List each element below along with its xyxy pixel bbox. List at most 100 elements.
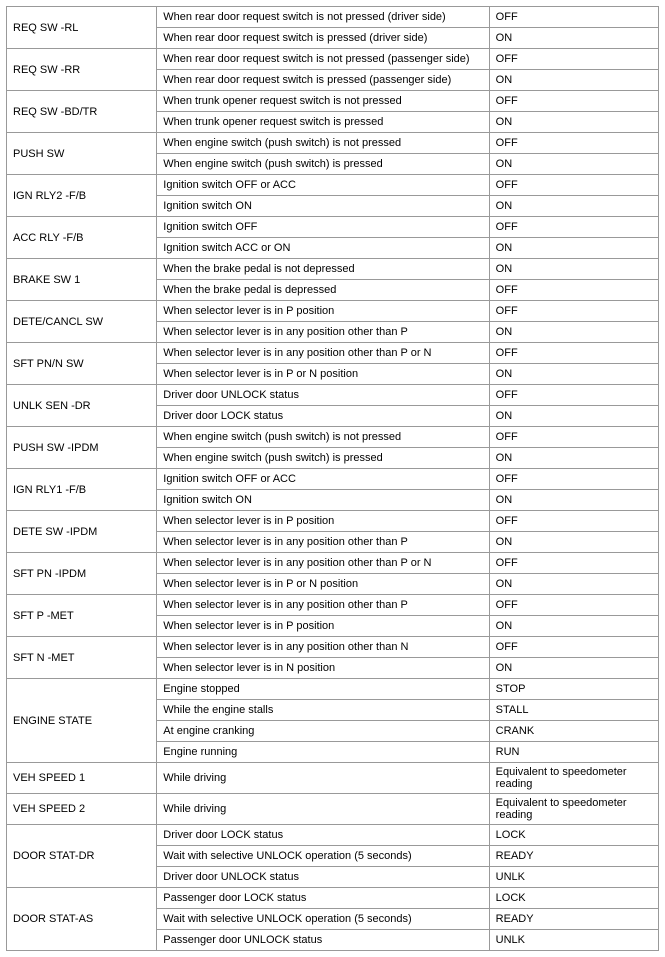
signal-name: DETE/CANCL SW: [7, 301, 157, 343]
condition-cell: While the engine stalls: [157, 700, 489, 721]
condition-cell: Wait with selective UNLOCK operation (5 …: [157, 846, 489, 867]
table-row: PUSH SWWhen engine switch (push switch) …: [7, 133, 659, 154]
table-row: DOOR STAT-DRDriver door LOCK statusLOCK: [7, 825, 659, 846]
value-cell: OFF: [489, 280, 658, 301]
condition-cell: Ignition switch ON: [157, 490, 489, 511]
value-cell: ON: [489, 154, 658, 175]
value-cell: ON: [489, 658, 658, 679]
value-cell: UNLK: [489, 867, 658, 888]
signal-name: PUSH SW: [7, 133, 157, 175]
table-row: REQ SW -RRWhen rear door request switch …: [7, 49, 659, 70]
condition-cell: When engine switch (push switch) is pres…: [157, 448, 489, 469]
table-row: PUSH SW -IPDMWhen engine switch (push sw…: [7, 427, 659, 448]
condition-cell: Passenger door UNLOCK status: [157, 930, 489, 951]
table-row: SFT PN/N SWWhen selector lever is in any…: [7, 343, 659, 364]
condition-cell: Ignition switch ON: [157, 196, 489, 217]
signal-name: DOOR STAT-DR: [7, 825, 157, 888]
signal-name: UNLK SEN -DR: [7, 385, 157, 427]
condition-cell: While driving: [157, 763, 489, 794]
value-cell: STOP: [489, 679, 658, 700]
value-cell: ON: [489, 616, 658, 637]
signal-name: REQ SW -RR: [7, 49, 157, 91]
value-cell: LOCK: [489, 888, 658, 909]
value-cell: ON: [489, 238, 658, 259]
table-row: SFT PN -IPDMWhen selector lever is in an…: [7, 553, 659, 574]
condition-cell: When selector lever is in any position o…: [157, 343, 489, 364]
condition-cell: Driver door UNLOCK status: [157, 867, 489, 888]
condition-cell: When selector lever is in P position: [157, 301, 489, 322]
value-cell: STALL: [489, 700, 658, 721]
table-row: DETE/CANCL SWWhen selector lever is in P…: [7, 301, 659, 322]
value-cell: ON: [489, 532, 658, 553]
table-row: VEH SPEED 2While drivingEquivalent to sp…: [7, 794, 659, 825]
table-row: ENGINE STATEEngine stoppedSTOP: [7, 679, 659, 700]
value-cell: ON: [489, 364, 658, 385]
value-cell: OFF: [489, 427, 658, 448]
table-row: ACC RLY -F/BIgnition switch OFFOFF: [7, 217, 659, 238]
value-cell: OFF: [489, 469, 658, 490]
value-cell: OFF: [489, 637, 658, 658]
condition-cell: When selector lever is in P or N positio…: [157, 364, 489, 385]
condition-cell: When selector lever is in any position o…: [157, 637, 489, 658]
condition-cell: When engine switch (push switch) is pres…: [157, 154, 489, 175]
condition-cell: When rear door request switch is not pre…: [157, 49, 489, 70]
condition-cell: Wait with selective UNLOCK operation (5 …: [157, 909, 489, 930]
value-cell: OFF: [489, 511, 658, 532]
signal-name: IGN RLY1 -F/B: [7, 469, 157, 511]
condition-cell: Ignition switch ACC or ON: [157, 238, 489, 259]
table-row: IGN RLY2 -F/BIgnition switch OFF or ACCO…: [7, 175, 659, 196]
condition-cell: When engine switch (push switch) is not …: [157, 427, 489, 448]
condition-cell: When the brake pedal is depressed: [157, 280, 489, 301]
value-cell: OFF: [489, 301, 658, 322]
signal-name: IGN RLY2 -F/B: [7, 175, 157, 217]
condition-cell: When engine switch (push switch) is not …: [157, 133, 489, 154]
condition-cell: While driving: [157, 794, 489, 825]
value-cell: ON: [489, 112, 658, 133]
table-row: IGN RLY1 -F/BIgnition switch OFF or ACCO…: [7, 469, 659, 490]
table-row: VEH SPEED 1While drivingEquivalent to sp…: [7, 763, 659, 794]
condition-cell: When selector lever is in any position o…: [157, 595, 489, 616]
table-row: BRAKE SW 1When the brake pedal is not de…: [7, 259, 659, 280]
condition-cell: At engine cranking: [157, 721, 489, 742]
table-row: SFT N -METWhen selector lever is in any …: [7, 637, 659, 658]
signal-name: SFT PN -IPDM: [7, 553, 157, 595]
signal-name: VEH SPEED 2: [7, 794, 157, 825]
table-row: UNLK SEN -DRDriver door UNLOCK statusOFF: [7, 385, 659, 406]
value-cell: OFF: [489, 343, 658, 364]
value-cell: CRANK: [489, 721, 658, 742]
value-cell: OFF: [489, 49, 658, 70]
value-cell: READY: [489, 909, 658, 930]
value-cell: ON: [489, 259, 658, 280]
signal-name: ENGINE STATE: [7, 679, 157, 763]
value-cell: READY: [489, 846, 658, 867]
signal-name: PUSH SW -IPDM: [7, 427, 157, 469]
condition-cell: When rear door request switch is pressed…: [157, 28, 489, 49]
value-cell: LOCK: [489, 825, 658, 846]
value-cell: ON: [489, 448, 658, 469]
condition-cell: When selector lever is in P or N positio…: [157, 574, 489, 595]
signal-name: SFT N -MET: [7, 637, 157, 679]
signal-name: BRAKE SW 1: [7, 259, 157, 301]
value-cell: OFF: [489, 217, 658, 238]
signal-name: DETE SW -IPDM: [7, 511, 157, 553]
table-row: SFT P -METWhen selector lever is in any …: [7, 595, 659, 616]
condition-cell: When trunk opener request switch is not …: [157, 91, 489, 112]
signal-name: SFT PN/N SW: [7, 343, 157, 385]
value-cell: OFF: [489, 385, 658, 406]
value-cell: ON: [489, 490, 658, 511]
signal-name: DOOR STAT-AS: [7, 888, 157, 951]
condition-cell: Driver door LOCK status: [157, 825, 489, 846]
diagnostic-table: REQ SW -RLWhen rear door request switch …: [6, 6, 659, 951]
value-cell: Equivalent to speedometer reading: [489, 794, 658, 825]
signal-name: VEH SPEED 1: [7, 763, 157, 794]
value-cell: OFF: [489, 91, 658, 112]
condition-cell: When the brake pedal is not depressed: [157, 259, 489, 280]
table-row: DOOR STAT-ASPassenger door LOCK statusLO…: [7, 888, 659, 909]
value-cell: ON: [489, 574, 658, 595]
value-cell: ON: [489, 406, 658, 427]
value-cell: OFF: [489, 595, 658, 616]
condition-cell: Driver door LOCK status: [157, 406, 489, 427]
value-cell: RUN: [489, 742, 658, 763]
condition-cell: Passenger door LOCK status: [157, 888, 489, 909]
table-row: REQ SW -BD/TRWhen trunk opener request s…: [7, 91, 659, 112]
